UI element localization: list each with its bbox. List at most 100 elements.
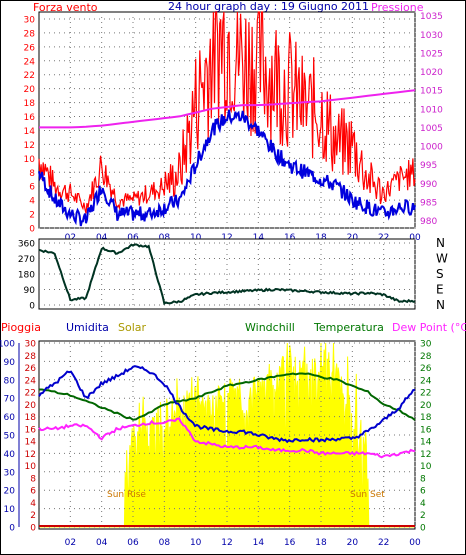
tick-label: 10 [190, 538, 202, 548]
tick-label: 30 [420, 340, 432, 350]
tick-label: 12 [420, 450, 431, 460]
tick-label: 80 [4, 376, 16, 386]
tick-label: 04 [96, 233, 108, 243]
series-wind-avg [38, 109, 416, 227]
windchill-label: Windchill [245, 321, 295, 334]
series-pressure [39, 89, 416, 129]
tick-label: 14 [253, 233, 265, 243]
tick-label: 40 [4, 450, 16, 460]
tick-label: 28 [24, 29, 36, 39]
series-dewpoint [38, 417, 416, 459]
tick-label: 0 [9, 524, 15, 534]
bottom-left-axis: 0 10 20 30 40 50 60 70 80 90 100 [0, 340, 20, 534]
tick-label: 1030 [420, 31, 443, 41]
tick-label: 0 [30, 524, 36, 534]
tick-label: 1020 [420, 68, 443, 78]
tick-label: 10 [25, 462, 37, 472]
tick-label: 2 [30, 511, 36, 521]
tick-label: 10 [4, 505, 16, 515]
direction-left-axis: 0 90 180 270 360 [18, 240, 35, 312]
tick-label: 20 [420, 401, 432, 411]
compass-label: E [436, 283, 444, 297]
tick-label: 16 [25, 425, 37, 435]
tick-label: 06 [127, 233, 139, 243]
tick-label: 2 [29, 211, 35, 221]
tick-label: 00 [409, 233, 421, 243]
tick-label: 4 [30, 499, 36, 509]
tick-label: 22 [378, 233, 389, 243]
tick-label: 16 [24, 113, 36, 123]
series-wind-gust [38, 11, 416, 214]
tick-label: 22 [25, 389, 36, 399]
temperature-label: Temperatura [313, 321, 384, 334]
humidity-label: Umidita [66, 321, 109, 334]
tick-label: 8 [30, 474, 36, 484]
tick-label: 14 [253, 538, 265, 548]
tick-label: 18 [315, 233, 327, 243]
direction-grid [39, 239, 416, 309]
tick-label: 26 [24, 43, 36, 53]
tick-label: 12 [221, 538, 232, 548]
tick-label: 26 [420, 364, 432, 374]
tick-label: 12 [24, 141, 35, 151]
tick-label: 18 [420, 413, 432, 423]
pressure-axis-title: Pressione [371, 1, 424, 14]
tick-label: 20 [347, 538, 359, 548]
tick-label: 180 [18, 271, 35, 281]
tick-label: 985 [420, 198, 437, 208]
tick-label: 12 [25, 450, 36, 460]
solar-label: Solar [118, 321, 147, 334]
tick-label: 6 [420, 487, 426, 497]
series-humidity [38, 365, 416, 444]
tick-label: 50 [4, 432, 16, 442]
tick-label: 04 [96, 538, 108, 548]
sunrise-label: Sun Rise [107, 490, 146, 500]
bottom-x-axis: 02 04 06 08 10 12 14 16 18 20 22 00 [65, 538, 421, 548]
tick-label: 20 [347, 233, 359, 243]
tick-label: 70 [4, 395, 16, 405]
tick-label: 08 [159, 233, 171, 243]
tick-label: 60 [4, 413, 16, 423]
tick-label: 24 [24, 57, 36, 67]
dewpoint-label: Dew Point (°C) [392, 321, 466, 334]
tick-label: 995 [420, 161, 437, 171]
tick-label: 14 [420, 438, 432, 448]
wind-axis-title: Forza vento [33, 1, 98, 14]
tick-label: 00 [409, 538, 421, 548]
sunset-label: Sun Set [350, 490, 385, 500]
tick-label: 90 [4, 358, 16, 368]
tick-label: 1025 [420, 49, 443, 59]
chart-title: 24 hour graph day : 19 Giugno 2011 [168, 0, 369, 13]
tick-label: 1010 [420, 105, 443, 115]
wind-pressure-chart: Forza vento 24 hour graph day : 19 Giugn… [24, 0, 444, 243]
tick-label: 28 [25, 352, 37, 362]
tick-label: 16 [284, 538, 296, 548]
tick-label: 02 [65, 538, 76, 548]
tick-label: 270 [18, 255, 35, 265]
tick-label: 18 [24, 99, 36, 109]
compass-label: S [436, 267, 444, 281]
tick-label: 16 [420, 425, 432, 435]
tick-label: 4 [420, 499, 426, 509]
temperature-humidity-chart: Pioggia Umidita Solar Windchill Temperat… [0, 321, 466, 548]
tick-label: 360 [18, 240, 35, 250]
tick-label: 20 [25, 401, 37, 411]
tick-label: 1035 [420, 12, 443, 22]
tick-label: 30 [24, 15, 36, 25]
tick-label: 90 [24, 286, 36, 296]
compass-label: N [436, 298, 445, 312]
tick-label: 20 [4, 487, 16, 497]
tick-label: 24 [25, 376, 37, 386]
tick-label: 4 [29, 197, 35, 207]
tick-label: 02 [65, 233, 76, 243]
tick-label: 10 [24, 155, 36, 165]
top-x-axis: 02 04 06 08 10 12 14 16 18 20 22 00 [65, 233, 421, 243]
tick-label: 24 [420, 376, 432, 386]
